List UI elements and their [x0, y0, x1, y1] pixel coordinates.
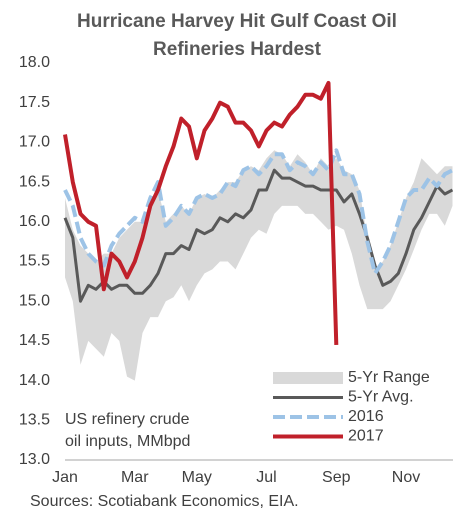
x-tick-label: Nov	[392, 469, 420, 486]
legend-label: 2017	[348, 428, 384, 445]
x-tick-label: Jul	[256, 469, 276, 486]
y-tick-label: 16.5	[19, 173, 50, 190]
y-tick-label: 17.5	[19, 94, 50, 111]
x-tick-label: Jan	[52, 469, 78, 486]
legend-label: 2016	[348, 408, 384, 425]
x-tick-label: Mar	[121, 469, 149, 486]
x-tick-label: Sep	[322, 469, 351, 486]
y-tick-label: 17.0	[19, 134, 50, 151]
y-tick-label: 15.0	[19, 292, 50, 309]
legend-label: 5-Yr Range	[348, 369, 430, 386]
legend-label: 5-Yr Avg.	[348, 389, 414, 406]
chart-title: Hurricane Harvey Hit Gulf Coast Oil	[77, 11, 397, 32]
line-series	[63, 168, 453, 303]
y-tick-label: 16.0	[19, 213, 50, 230]
y-tick-label: 14.5	[19, 332, 50, 349]
y-tick-label: 13.0	[19, 451, 50, 468]
line-series	[63, 148, 453, 276]
legend-swatch	[273, 372, 343, 384]
line-series	[63, 80, 339, 345]
y-tick-label: 14.0	[19, 372, 50, 389]
y-tick-label: 15.5	[19, 253, 50, 270]
y-tick-label: 18.0	[19, 54, 50, 71]
annotation: US refinery crude	[65, 411, 190, 428]
x-tick-label: May	[182, 469, 212, 486]
y-tick-label: 13.5	[19, 412, 50, 429]
source: Sources: Scotiabank Economics, EIA.	[30, 493, 299, 510]
chart-title: Refineries Hardest	[153, 39, 322, 60]
annotation: oil inputs, MMbpd	[65, 433, 190, 450]
